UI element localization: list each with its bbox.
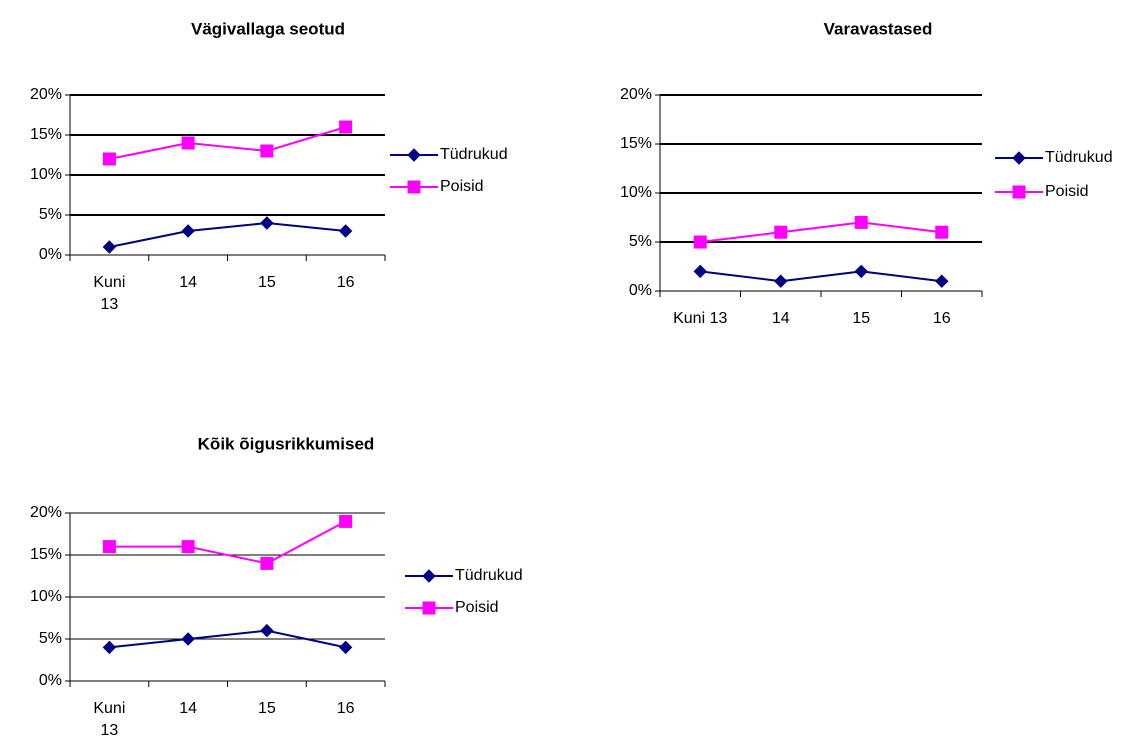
marker xyxy=(339,120,353,134)
y-tick-label: 10% xyxy=(30,588,62,605)
marker xyxy=(338,640,353,655)
legend-label: Poisid xyxy=(1045,183,1089,200)
x-tick-label: Kuni 13 xyxy=(673,310,727,327)
marker xyxy=(422,601,436,615)
marker xyxy=(407,148,421,162)
marker xyxy=(181,632,195,646)
series-line xyxy=(109,126,346,160)
y-tick-label: 0% xyxy=(629,282,652,299)
x-tick-label: 15 xyxy=(852,310,870,327)
x-tick-label: 15 xyxy=(258,700,276,717)
y-tick-label: 20% xyxy=(30,504,62,521)
x-tick-label: Kuni 13 xyxy=(93,700,125,739)
x-tick-label: 16 xyxy=(933,310,951,327)
marker xyxy=(102,240,117,254)
y-tick-label: 10% xyxy=(30,166,62,183)
x-tick-label: 14 xyxy=(179,700,197,717)
marker xyxy=(407,180,421,194)
chart-title: Kõik õigusrikkumised xyxy=(198,434,375,453)
marker xyxy=(102,540,116,554)
marker xyxy=(260,556,274,570)
marker xyxy=(1012,185,1026,199)
marker xyxy=(774,274,788,288)
marker xyxy=(854,215,868,229)
x-tick-label: 16 xyxy=(337,274,355,291)
series-line xyxy=(109,629,346,649)
legend-label: Poisid xyxy=(455,599,499,616)
chart-title: Vägivallaga seotud xyxy=(191,19,345,38)
legend-label: Tüdrukud xyxy=(1045,149,1113,166)
legend-label: Poisid xyxy=(440,178,484,195)
marker xyxy=(260,216,274,230)
legend-label: Tüdrukud xyxy=(440,146,508,163)
marker xyxy=(339,514,353,528)
marker xyxy=(181,540,195,554)
y-tick-label: 15% xyxy=(30,126,62,143)
y-tick-label: 10% xyxy=(620,184,652,201)
marker xyxy=(693,235,707,249)
x-tick-label: 15 xyxy=(258,274,276,291)
x-tick-label: 16 xyxy=(337,700,355,717)
x-tick-label: 14 xyxy=(772,310,790,327)
chart-title: Varavastased xyxy=(824,19,933,38)
y-tick-label: 20% xyxy=(30,86,62,103)
y-tick-label: 20% xyxy=(620,86,652,103)
marker xyxy=(935,274,949,288)
marker xyxy=(693,264,707,279)
marker xyxy=(181,224,195,238)
x-tick-label: 14 xyxy=(179,274,197,291)
y-tick-label: 15% xyxy=(30,546,62,563)
series-line xyxy=(109,520,347,565)
marker xyxy=(422,569,436,583)
series-line xyxy=(700,221,942,243)
marker xyxy=(1012,151,1026,165)
marker xyxy=(854,264,868,279)
marker xyxy=(338,224,353,238)
marker xyxy=(181,136,195,150)
y-tick-label: 15% xyxy=(620,135,652,152)
marker xyxy=(102,640,117,655)
series-line xyxy=(700,270,942,283)
y-tick-label: 5% xyxy=(629,233,652,250)
legend-label: Tüdrukud xyxy=(455,567,523,584)
y-tick-label: 5% xyxy=(39,206,62,223)
marker xyxy=(935,225,949,239)
marker xyxy=(260,144,274,158)
x-tick-label: Kuni 13 xyxy=(93,274,125,313)
y-tick-label: 0% xyxy=(39,672,62,689)
y-tick-label: 5% xyxy=(39,630,62,647)
marker xyxy=(260,623,274,638)
marker xyxy=(774,225,788,239)
marker xyxy=(102,152,116,166)
y-tick-label: 0% xyxy=(39,246,62,263)
series-line xyxy=(109,221,346,248)
